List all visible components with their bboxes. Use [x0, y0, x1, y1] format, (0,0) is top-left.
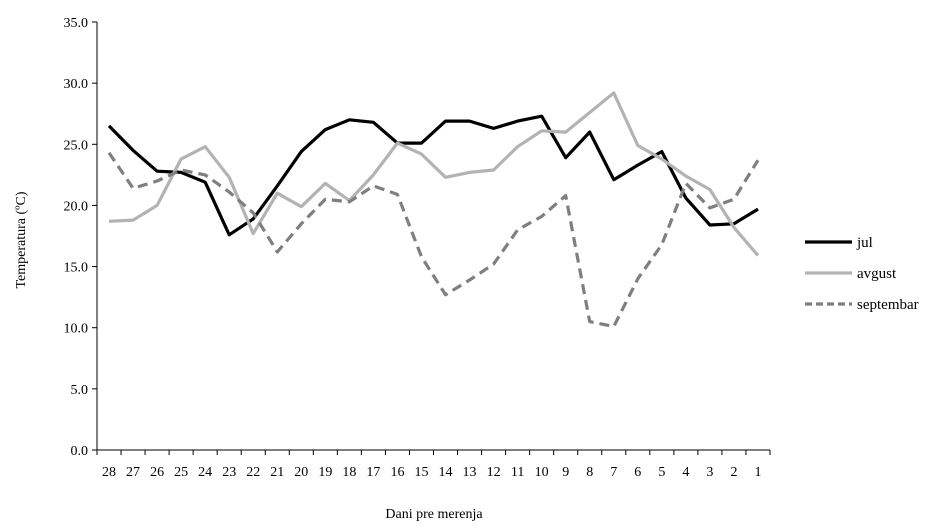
x-axis-title: Dani pre merenja	[385, 507, 483, 522]
series-line-avgust	[108, 91, 760, 257]
x-tick-label: 5	[658, 465, 665, 480]
legend-label-avgust: avgust	[857, 266, 897, 282]
x-tick-label: 1	[754, 465, 761, 480]
x-tick-label: 4	[682, 465, 689, 480]
x-tick-label: 9	[562, 465, 569, 480]
x-tick-label: 6	[634, 465, 641, 480]
series-line-jul	[107, 114, 759, 237]
y-tick-label: 10.0	[64, 322, 89, 337]
legend-label-jul: jul	[856, 235, 873, 251]
legend-label-septembar: septembar	[857, 297, 919, 313]
x-tick-label: 26	[150, 465, 164, 480]
y-tick-label: 15.0	[64, 261, 89, 276]
x-tick-label: 11	[511, 465, 524, 480]
y-tick-label: 30.0	[64, 77, 89, 92]
x-tick-label: 16	[390, 465, 404, 480]
x-tick-label: 25	[174, 465, 188, 480]
y-tick-label: 5.0	[71, 383, 89, 398]
x-tick-label: 24	[198, 465, 212, 480]
y-tick-label: 35.0	[64, 16, 89, 31]
x-tick-label: 18	[342, 465, 356, 480]
x-tick-label: 27	[126, 465, 140, 480]
y-tick-label: 20.0	[64, 199, 89, 214]
x-tick-label: 28	[102, 465, 116, 480]
x-tick-label: 13	[463, 465, 477, 480]
x-tick-label: 19	[318, 465, 332, 480]
x-tick-label: 3	[706, 465, 713, 480]
x-tick-label: 8	[586, 465, 593, 480]
x-tick-label: 23	[222, 465, 236, 480]
series-lines	[107, 91, 760, 329]
y-tick-label: 0.0	[71, 444, 89, 459]
y-axis-title: Temperatura (ºC)	[14, 191, 29, 288]
x-tick-label: 12	[487, 465, 501, 480]
x-tick-label: 20	[294, 465, 308, 480]
x-tick-label: 7	[610, 465, 617, 480]
x-tick-label: 17	[366, 465, 380, 480]
x-tick-label: 22	[246, 465, 260, 480]
x-tick-label: 21	[270, 465, 284, 480]
series-line-septembar	[107, 151, 760, 329]
x-tick-label: 2	[730, 465, 737, 480]
legend: jul avgust septembar	[805, 235, 919, 313]
y-tick-label: 25.0	[64, 138, 89, 153]
axes: 0.05.010.015.020.025.030.035.028 27 26 25 24…	[64, 16, 771, 480]
x-tick-label: 10	[535, 465, 549, 480]
x-tick-label: 15	[414, 465, 428, 480]
x-tick-label: 14	[439, 465, 453, 480]
